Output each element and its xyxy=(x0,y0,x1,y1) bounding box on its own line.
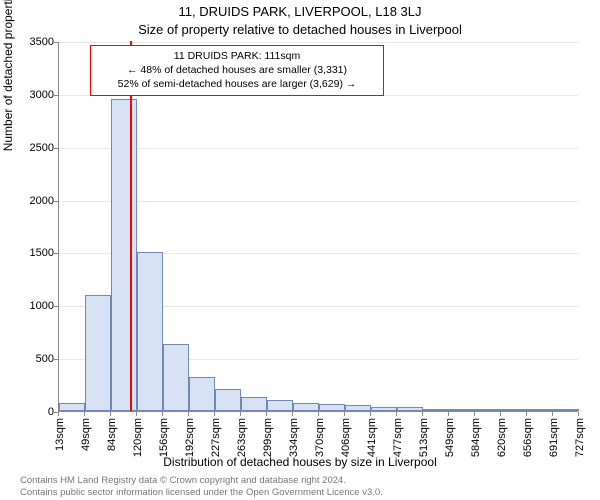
histogram-bar xyxy=(553,409,579,411)
gridline xyxy=(59,42,578,43)
x-tick-mark xyxy=(448,412,449,416)
histogram-bar xyxy=(449,409,475,411)
x-tick-mark xyxy=(58,412,59,416)
x-tick-mark xyxy=(110,412,111,416)
histogram-bar xyxy=(241,397,267,411)
plot-area xyxy=(58,42,578,412)
x-tick-mark xyxy=(266,412,267,416)
y-tick-label: 1000 xyxy=(14,300,54,312)
x-tick-mark xyxy=(162,412,163,416)
x-tick-mark xyxy=(240,412,241,416)
x-tick-mark xyxy=(422,412,423,416)
y-tick-mark xyxy=(54,253,58,254)
histogram-bar xyxy=(527,409,553,411)
histogram-bar xyxy=(267,400,293,411)
x-tick-mark xyxy=(474,412,475,416)
footer-line-2: Contains public sector information licen… xyxy=(20,487,383,498)
x-tick-mark xyxy=(552,412,553,416)
y-tick-mark xyxy=(54,201,58,202)
histogram-bar xyxy=(215,389,241,411)
histogram-bar xyxy=(59,403,85,411)
x-tick-mark xyxy=(526,412,527,416)
y-tick-mark xyxy=(54,148,58,149)
histogram-bar xyxy=(163,344,189,411)
info-line-2: ← 48% of detached houses are smaller (3,… xyxy=(97,63,377,77)
x-tick-mark xyxy=(318,412,319,416)
x-tick-mark xyxy=(136,412,137,416)
y-tick-mark xyxy=(54,306,58,307)
y-tick-label: 2500 xyxy=(14,142,54,154)
histogram-bar xyxy=(293,403,319,411)
x-tick-mark xyxy=(292,412,293,416)
chart-title-sub: Size of property relative to detached ho… xyxy=(0,22,600,37)
histogram-bar xyxy=(137,252,163,411)
y-axis-label: Number of detached properties xyxy=(1,0,15,151)
y-tick-mark xyxy=(54,42,58,43)
x-tick-mark xyxy=(370,412,371,416)
info-box: 11 DRUIDS PARK: 111sqm ← 48% of detached… xyxy=(90,45,384,96)
y-tick-label: 0 xyxy=(14,406,54,418)
property-marker-line xyxy=(130,41,132,411)
histogram-bar xyxy=(319,404,345,411)
y-tick-label: 2000 xyxy=(14,195,54,207)
info-line-1: 11 DRUIDS PARK: 111sqm xyxy=(97,49,377,63)
y-tick-mark xyxy=(54,359,58,360)
histogram-bar xyxy=(501,409,527,411)
x-tick-mark xyxy=(84,412,85,416)
histogram-bar xyxy=(423,409,449,411)
info-line-3: 52% of semi-detached houses are larger (… xyxy=(97,77,377,91)
histogram-bar xyxy=(345,405,371,411)
x-tick-mark xyxy=(578,412,579,416)
y-tick-label: 500 xyxy=(14,353,54,365)
footer-line-1: Contains HM Land Registry data © Crown c… xyxy=(20,475,346,486)
x-tick-mark xyxy=(344,412,345,416)
histogram-bar xyxy=(397,407,423,411)
chart-container: { "chart": { "type": "histogram", "title… xyxy=(0,0,600,500)
histogram-bar xyxy=(475,409,501,411)
histogram-bar xyxy=(85,295,111,411)
y-tick-label: 3000 xyxy=(14,89,54,101)
histogram-bar xyxy=(371,407,397,411)
histogram-bar xyxy=(111,99,137,411)
chart-title-main: 11, DRUIDS PARK, LIVERPOOL, L18 3LJ xyxy=(0,4,600,19)
y-tick-mark xyxy=(54,95,58,96)
x-tick-mark xyxy=(500,412,501,416)
y-tick-label: 1500 xyxy=(14,247,54,259)
x-tick-mark xyxy=(396,412,397,416)
y-tick-label: 3500 xyxy=(14,36,54,48)
x-tick-mark xyxy=(214,412,215,416)
x-tick-mark xyxy=(188,412,189,416)
histogram-bar xyxy=(189,377,215,411)
